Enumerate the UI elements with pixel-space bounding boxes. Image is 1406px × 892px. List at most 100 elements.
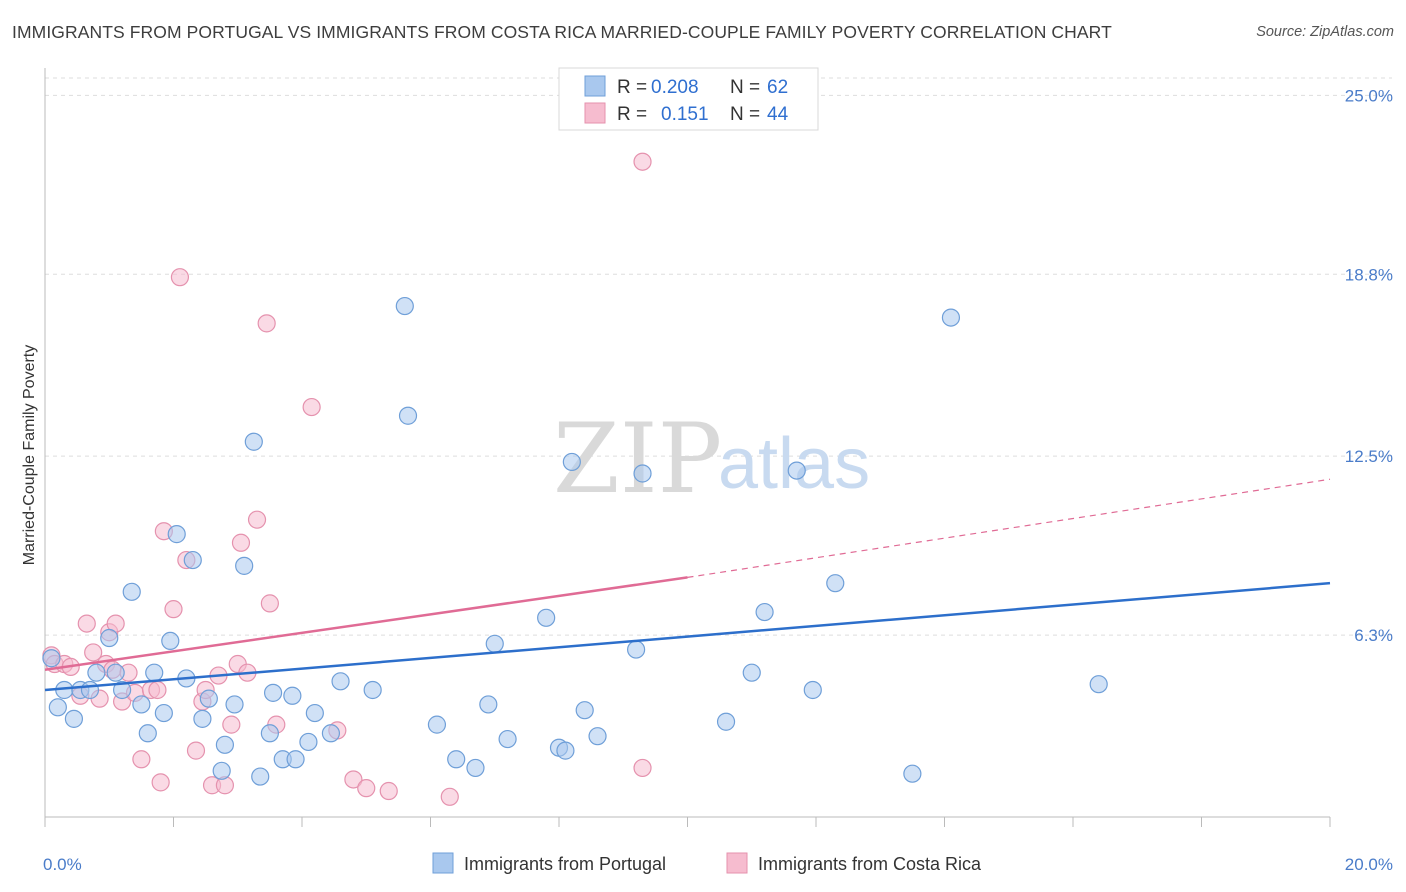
portugal-point-20 xyxy=(199,689,218,708)
costa-rica-point-34 xyxy=(257,314,276,333)
costa-rica-point-37 xyxy=(302,397,321,417)
portugal-point-5 xyxy=(80,680,100,700)
portugal-point-53 xyxy=(716,712,736,731)
portugal-point-27 xyxy=(260,724,279,743)
costa-rica-point-33 xyxy=(247,510,267,529)
portugal-point-59 xyxy=(903,764,922,783)
y-tick-label-1: 12.5% xyxy=(1345,447,1393,466)
portugal-point-24 xyxy=(235,556,254,575)
y-tick-label-2: 18.8% xyxy=(1345,265,1393,284)
portugal-point-54 xyxy=(742,663,761,682)
legend-r-value-2: 0.151 xyxy=(661,104,709,125)
legend-n-value-2: 44 xyxy=(767,104,789,125)
portugal-point-23 xyxy=(225,695,244,714)
legend-r-label-1: R = xyxy=(617,77,647,98)
portugal-point-25 xyxy=(244,432,263,451)
portugal-point-48 xyxy=(562,452,581,472)
chart-title: IMMIGRANTS FROM PORTUGAL VS IMMIGRANTS F… xyxy=(12,22,1112,42)
portugal-point-50 xyxy=(588,727,607,746)
portugal-point-55 xyxy=(755,602,774,622)
costa-rica-point-23 xyxy=(186,741,206,760)
portugal-point-34 xyxy=(321,724,341,743)
costa-rica-point-44 xyxy=(633,758,652,778)
trend-line-costa-rica-extension xyxy=(687,478,1331,578)
portugal-point-35 xyxy=(331,672,350,691)
portugal-point-58 xyxy=(826,574,845,593)
tick-labels: 6.3% 12.5% 18.8% 25.0% 0.0% 20.0% xyxy=(43,86,1393,874)
portugal-point-7 xyxy=(100,628,119,648)
y-axis-label: Married-Couple Family Poverty xyxy=(21,345,38,566)
portugal-point-11 xyxy=(132,695,151,714)
source-credit: Source: ZipAtlas.com xyxy=(1256,24,1394,40)
portugal-point-3 xyxy=(64,709,84,728)
y-tick-label-3: 25.0% xyxy=(1345,86,1393,105)
portugal-point-61 xyxy=(1089,675,1108,694)
costa-rica-point-29 xyxy=(222,715,241,734)
portugal-point-57 xyxy=(803,680,822,700)
bottom-legend-portugal: Immigrants from Portugal xyxy=(464,854,666,874)
y-tick-label-0: 6.3% xyxy=(1354,626,1393,645)
costa-rica-point-5 xyxy=(77,614,96,633)
legend: R = 0.208 N = 62 R = 0.151 N = 44 xyxy=(558,67,819,131)
portugal-point-43 xyxy=(485,634,504,653)
costa-rica-point-6 xyxy=(84,643,103,662)
costa-rica-point-40 xyxy=(357,779,376,798)
portugal-point-28 xyxy=(263,683,283,702)
portugal-point-31 xyxy=(286,750,305,769)
portugal-point-9 xyxy=(112,680,132,700)
bottom-legend: Immigrants from Portugal Immigrants from… xyxy=(432,852,982,874)
portugal-point-8 xyxy=(106,663,125,682)
costa-rica-point-31 xyxy=(231,533,251,552)
portugal-point-21 xyxy=(212,761,231,780)
portugal-point-1 xyxy=(48,698,67,717)
portugal-point-49 xyxy=(575,701,594,720)
portugal-point-56 xyxy=(787,461,806,480)
portugal-point-19 xyxy=(193,709,212,728)
legend-n-label-2: N = xyxy=(730,104,760,125)
costa-rica-point-15 xyxy=(132,750,151,769)
portugal-point-51 xyxy=(626,640,646,659)
legend-swatch-portugal xyxy=(584,75,606,97)
portugal-point-52 xyxy=(633,464,652,483)
legend-n-label-1: N = xyxy=(730,77,760,98)
portugal-point-47 xyxy=(556,741,575,760)
costa-rica-point-20 xyxy=(164,600,183,619)
portugal-point-10 xyxy=(122,582,141,601)
portugal-point-14 xyxy=(154,703,173,723)
portugal-point-30 xyxy=(283,686,302,705)
costa-rica-point-17 xyxy=(148,680,167,700)
watermark: ZIP atlas xyxy=(553,403,870,515)
costa-rica-point-35 xyxy=(260,594,279,613)
portugal-point-41 xyxy=(466,758,485,778)
bottom-legend-swatch-costarica xyxy=(726,852,748,874)
trend-line-portugal xyxy=(44,581,1331,692)
portugal-point-26 xyxy=(251,767,270,786)
costa-rica-point-21 xyxy=(170,268,190,287)
portugal-point-0 xyxy=(42,649,61,668)
portugal-point-36 xyxy=(363,680,382,700)
costa-rica-point-41 xyxy=(379,781,398,801)
portugal-point-60 xyxy=(941,308,961,327)
portugal-point-32 xyxy=(299,732,318,752)
legend-r-value-1: 0.208 xyxy=(651,77,699,98)
grid-lines xyxy=(45,77,1392,636)
trend-line-costa-rica xyxy=(44,576,688,672)
bottom-legend-swatch-portugal xyxy=(432,852,454,874)
portugal-point-12 xyxy=(138,724,157,743)
costa-rica-point-18 xyxy=(151,773,170,792)
portugal-point-13 xyxy=(145,663,164,682)
legend-r-label-2: R = xyxy=(617,104,647,125)
portugal-point-45 xyxy=(537,608,556,627)
portugal-point-6 xyxy=(87,663,106,682)
series-portugal xyxy=(42,296,1108,786)
x-tick-label-1: 20.0% xyxy=(1345,855,1393,874)
portugal-point-38 xyxy=(398,406,418,425)
costa-rica-point-39 xyxy=(344,770,363,789)
portugal-point-40 xyxy=(447,750,466,769)
portugal-point-18 xyxy=(183,550,202,570)
x-tick-label-0: 0.0% xyxy=(43,855,82,874)
portugal-point-39 xyxy=(427,715,447,734)
trend-lines xyxy=(44,478,1331,692)
portugal-point-22 xyxy=(215,735,234,754)
